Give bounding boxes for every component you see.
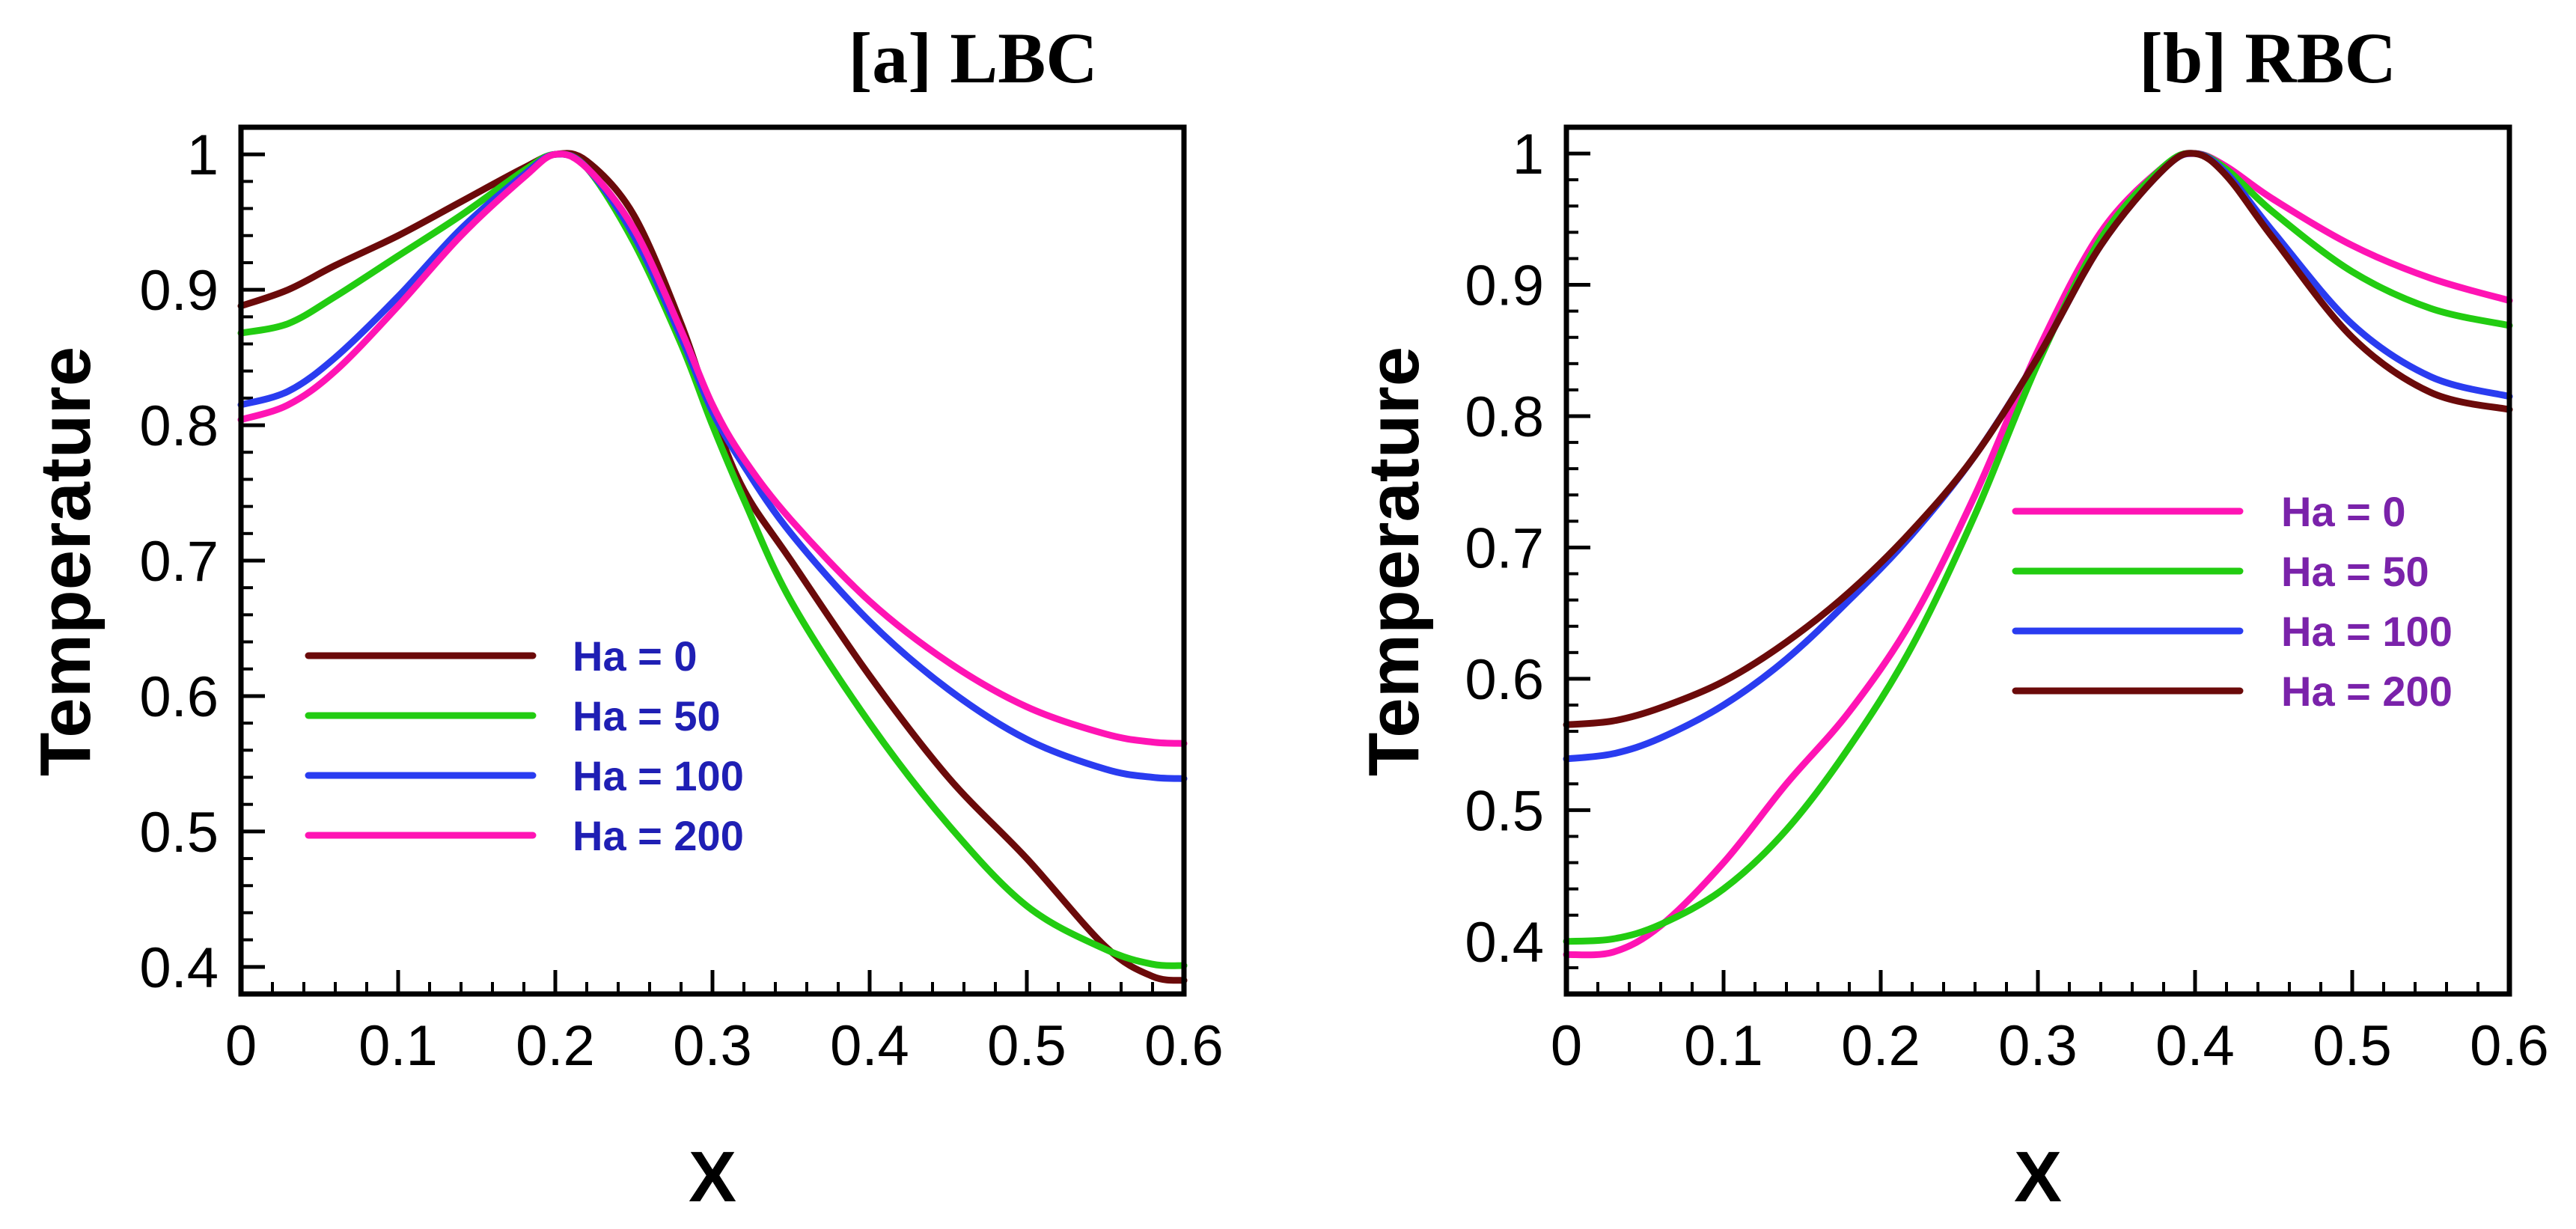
y-tick-label: 0.8: [139, 394, 219, 458]
series-line-ha-200: [1563, 150, 2513, 728]
y-tick-label: 0.5: [139, 801, 219, 864]
x-tick-label: 0.1: [358, 1014, 438, 1078]
y-tick-label: 0.9: [139, 259, 219, 323]
x-tick-label: 0.6: [2470, 1014, 2549, 1078]
x-axis-label: X: [689, 1137, 736, 1217]
chart-panel-lbc: [a] LBC Temperature X 0 0.1 0.2 0.3 0.4 0.5 0.…: [25, 18, 1224, 1217]
legend: Ha = 0 Ha = 50 Ha = 100 Ha = 200: [305, 632, 744, 859]
legend-label: Ha = 50: [573, 692, 721, 739]
y-tick-label: 0.5: [1465, 779, 1544, 843]
x-tick-label: 0.1: [1684, 1014, 1763, 1078]
x-tick-label: 0: [1551, 1014, 1582, 1078]
x-tick-label: 0: [225, 1014, 257, 1078]
legend-label: Ha = 100: [573, 752, 744, 799]
axis-ticks: 0 0.1 0.2 0.3 0.4 0.5 0.6 0.4 0.5 0.6 0.7 0.8 0.9 1: [1465, 123, 2548, 1078]
series-lines: [237, 150, 1188, 984]
legend: Ha = 0 Ha = 50 Ha = 100 Ha = 200: [2012, 488, 2453, 715]
y-tick-label: 0.9: [1465, 254, 1544, 318]
y-tick-label: 0.6: [1465, 648, 1544, 712]
y-tick-label: 0.7: [1465, 516, 1544, 580]
y-tick-label: 0.6: [139, 665, 219, 729]
legend-label: Ha = 0: [2281, 488, 2406, 535]
x-tick-label: 0.6: [1144, 1014, 1224, 1078]
x-tick-label: 0.2: [516, 1014, 595, 1078]
chart-title: [b] RBC: [2139, 18, 2396, 98]
plot-frame: [238, 124, 1187, 997]
y-tick-label: 1: [1513, 123, 1544, 186]
x-tick-label: 0.3: [673, 1014, 752, 1078]
axis-ticks: 0 0.1 0.2 0.3 0.4 0.5 0.6 0.4 0.5 0.6 0.7 0.8 0.9 1: [139, 123, 1223, 1078]
legend-label: Ha = 50: [2281, 548, 2429, 595]
y-tick-label: 0.8: [1465, 385, 1544, 449]
y-tick-label: 0.4: [1465, 911, 1544, 975]
legend-label: Ha = 200: [2281, 668, 2453, 715]
legend-label: Ha = 100: [2281, 608, 2453, 655]
legend-label: Ha = 200: [573, 812, 744, 859]
x-tick-label: 0.4: [2155, 1014, 2235, 1078]
y-tick-label: 1: [187, 123, 219, 187]
series-line-ha-200: [237, 150, 1188, 747]
x-tick-label: 0.5: [2313, 1014, 2392, 1078]
series-lines: [1563, 150, 2513, 959]
chart-panel-rbc: [b] RBC Temperature X 0 0.1 0.2 0.3 0.4 0.5 0.…: [1354, 18, 2549, 1217]
x-axis-label: X: [2014, 1137, 2062, 1217]
x-tick-label: 0.3: [1998, 1014, 2078, 1078]
y-axis-label: Temperature: [25, 347, 106, 776]
chart-title: [a] LBC: [848, 18, 1097, 98]
y-axis-label: Temperature: [1354, 347, 1434, 776]
series-line-ha-50: [1563, 150, 2513, 945]
legend-label: Ha = 0: [573, 632, 698, 680]
y-tick-label: 0.7: [139, 530, 219, 594]
y-tick-label: 0.4: [139, 936, 219, 1000]
x-tick-label: 0.4: [830, 1014, 909, 1078]
x-tick-label: 0.5: [987, 1014, 1066, 1078]
series-line-ha-100: [237, 150, 1188, 782]
x-tick-label: 0.2: [1841, 1014, 1920, 1078]
plot-frame: [1563, 124, 2512, 997]
